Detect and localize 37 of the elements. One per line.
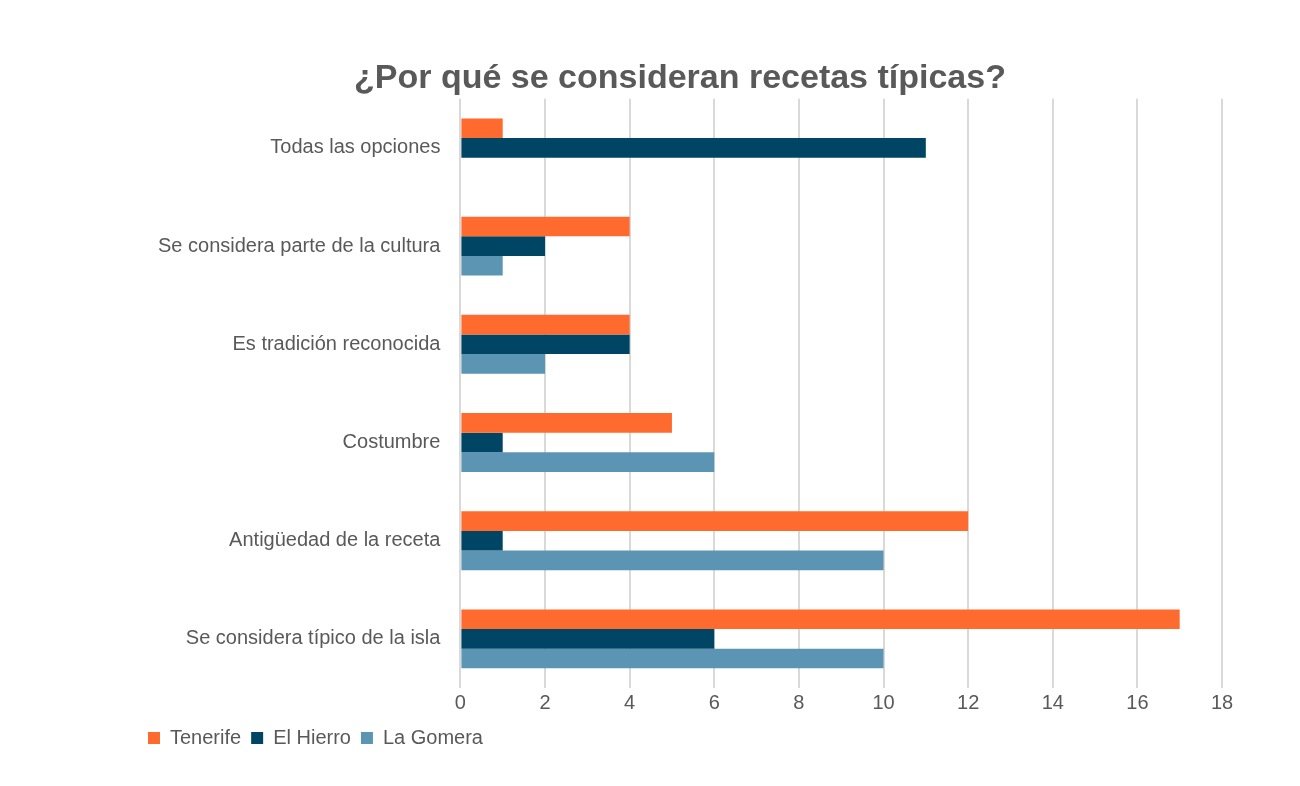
bar (461, 314, 630, 335)
bar (461, 216, 630, 237)
bar (461, 354, 546, 374)
legend-label: La Gomera (382, 725, 484, 748)
x-tick-label: 10 (872, 690, 895, 713)
bar (461, 648, 884, 669)
x-tick-label: 0 (454, 690, 466, 713)
x-tick-label: 8 (793, 690, 805, 713)
bar (461, 236, 546, 256)
bar (461, 530, 503, 551)
y-tick-label: Se considera parte de la cultura (157, 233, 442, 256)
bar (461, 609, 1180, 630)
bar (461, 511, 969, 531)
y-tick-label: Costumbre (342, 430, 441, 453)
y-tick-label: Se considera típico de la isla (185, 626, 442, 649)
bar (461, 413, 672, 433)
x-tick-label: 14 (1041, 690, 1064, 713)
bar (461, 550, 884, 571)
bar (461, 629, 715, 649)
bar (461, 334, 630, 355)
bar (461, 118, 503, 139)
x-tick-label: 18 (1210, 690, 1234, 713)
bar (461, 432, 503, 453)
legend-label: Tenerife (170, 725, 242, 748)
y-tick-label: Antigüedad de la receta (229, 528, 442, 551)
chart-title: ¿Por qué se consideran recetas típicas? (354, 56, 1006, 95)
bar (461, 138, 926, 158)
x-tick-label: 6 (708, 690, 720, 713)
x-tick-label: 12 (957, 690, 980, 713)
bar (461, 255, 503, 276)
x-tick-label: 2 (539, 690, 551, 713)
y-tick-label: Todas las opciones (270, 135, 441, 158)
legend-label: El Hierro (273, 725, 351, 748)
bar (461, 452, 715, 472)
x-tick-label: 4 (624, 690, 636, 713)
x-tick-label: 16 (1126, 690, 1149, 713)
y-tick-label: Es tradición reconocida (232, 331, 442, 354)
